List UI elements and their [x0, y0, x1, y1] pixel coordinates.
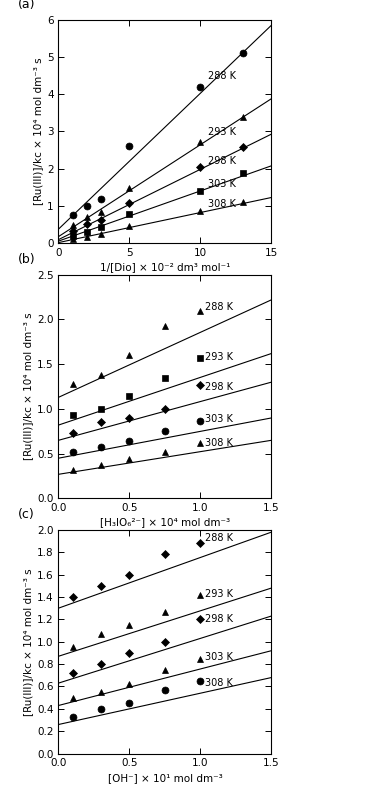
Text: 308 K: 308 K [207, 199, 235, 209]
Text: 298 K: 298 K [207, 156, 236, 166]
Text: 303 K: 303 K [207, 178, 235, 188]
Text: 308 K: 308 K [205, 438, 233, 448]
Text: 288 K: 288 K [205, 533, 233, 543]
Text: 288 K: 288 K [207, 71, 236, 81]
Text: 293 K: 293 K [205, 352, 233, 363]
Text: 293 K: 293 K [205, 590, 233, 599]
Text: 293 K: 293 K [207, 127, 236, 137]
Y-axis label: [Ru(III)]/kc × 10⁴ mol dm⁻³ s: [Ru(III)]/kc × 10⁴ mol dm⁻³ s [33, 57, 43, 206]
Text: 303 K: 303 K [205, 652, 233, 662]
Text: (a): (a) [18, 0, 35, 11]
X-axis label: [OH⁻] × 10¹ mol dm⁻³: [OH⁻] × 10¹ mol dm⁻³ [107, 772, 222, 783]
Text: 303 K: 303 K [205, 414, 233, 424]
Text: (b): (b) [18, 253, 35, 266]
Y-axis label: [Ru(III)]/kc × 10⁴ mol dm⁻³ s: [Ru(III)]/kc × 10⁴ mol dm⁻³ s [23, 568, 33, 716]
Y-axis label: [Ru(III)]/kc × 10⁴ mol dm⁻³ s: [Ru(III)]/kc × 10⁴ mol dm⁻³ s [23, 312, 33, 461]
Text: 288 K: 288 K [205, 302, 233, 312]
Text: 308 K: 308 K [205, 677, 233, 688]
X-axis label: 1/[Dio] × 10⁻² dm³ mol⁻¹: 1/[Dio] × 10⁻² dm³ mol⁻¹ [100, 262, 230, 272]
X-axis label: [H₃IO₆²⁻] × 10⁴ mol dm⁻³: [H₃IO₆²⁻] × 10⁴ mol dm⁻³ [100, 517, 230, 528]
Text: (c): (c) [18, 508, 35, 521]
Text: 298 K: 298 K [205, 614, 233, 624]
Text: 298 K: 298 K [205, 382, 233, 392]
